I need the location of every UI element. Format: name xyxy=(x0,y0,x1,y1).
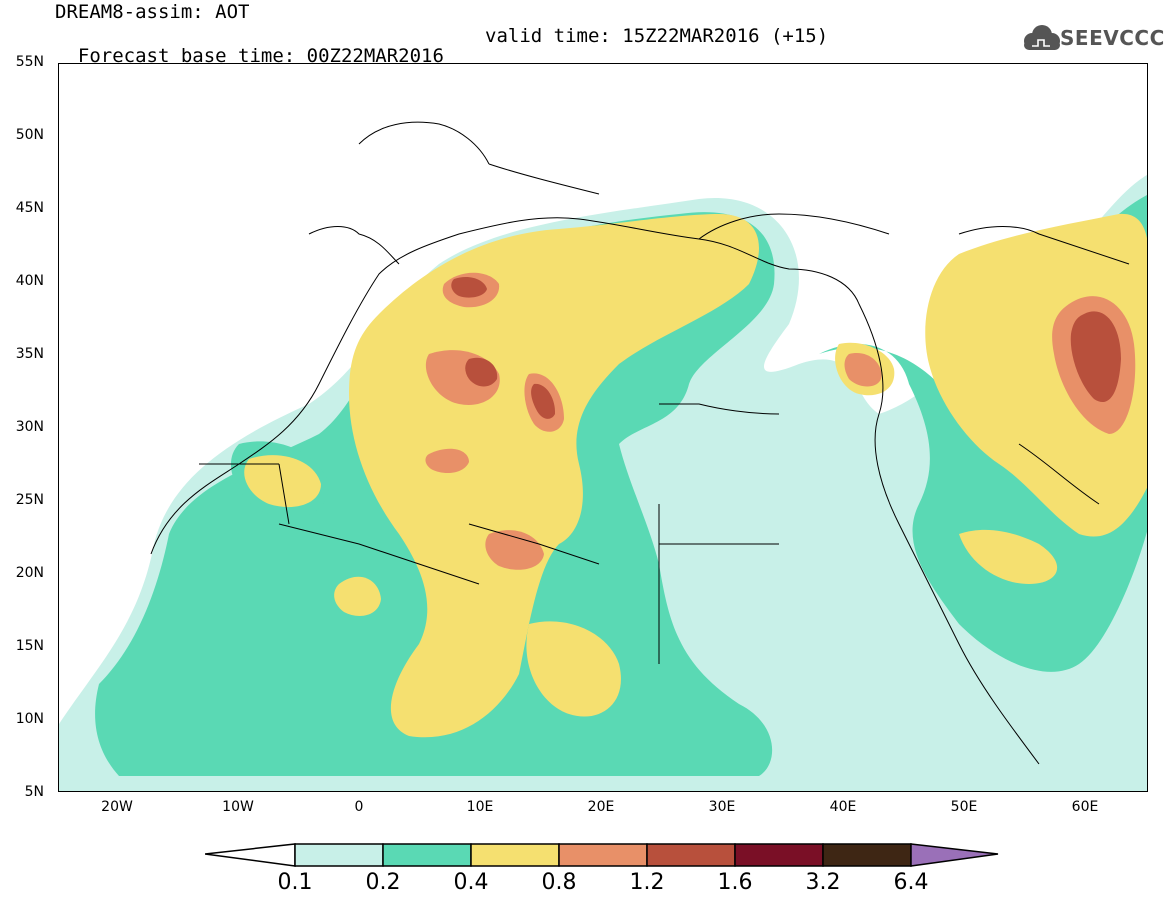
colorbar-label: 1.2 xyxy=(629,870,665,895)
lat-tick: 30N xyxy=(15,419,44,435)
colorbar-label: 0.2 xyxy=(365,870,401,895)
lat-tick: 15N xyxy=(15,638,44,654)
lat-tick: 40N xyxy=(15,273,44,289)
colorbar-high-arrow xyxy=(910,843,999,867)
lon-tick: 60E xyxy=(1071,799,1099,815)
aot-field xyxy=(59,64,1147,791)
aot-level-0.4 xyxy=(244,213,1147,738)
lat-tick: 25N xyxy=(15,492,44,508)
cloud-icon xyxy=(1024,25,1060,50)
logo-text: SEEVCCC xyxy=(1060,26,1165,50)
colorbar-bin xyxy=(470,843,560,867)
lon-tick: 50E xyxy=(950,799,978,815)
colorbar-low-arrow xyxy=(205,843,296,867)
lon-tick: 20W xyxy=(101,799,133,815)
forecast-times: Forecast base time: 00Z22MAR2016 valid t… xyxy=(55,26,828,86)
colorbar xyxy=(205,843,999,867)
lon-tick: 0 xyxy=(354,799,364,815)
lon-tick: 20E xyxy=(587,799,615,815)
lat-tick: 5N xyxy=(24,784,44,800)
lon-tick: 10E xyxy=(466,799,494,815)
base-time: Forecast base time: 00Z22MAR2016 xyxy=(77,45,444,67)
colorbar-bin xyxy=(734,843,824,867)
lat-tick: 10N xyxy=(15,711,44,727)
lat-tick: 50N xyxy=(15,127,44,143)
colorbar-label: 0.4 xyxy=(453,870,489,895)
lon-tick: 40E xyxy=(829,799,857,815)
map-title: DREAM8-assim: AOT xyxy=(55,1,250,23)
colorbar-bin xyxy=(382,843,472,867)
colorbar-label: 3.2 xyxy=(805,870,841,895)
colorbar-bin xyxy=(294,843,384,867)
colorbar-label: 0.8 xyxy=(541,870,577,895)
lat-tick: 35N xyxy=(15,346,44,362)
lat-tick: 20N xyxy=(15,565,44,581)
valid-time: valid time: 15Z22MAR2016 (+15) xyxy=(485,25,829,47)
lat-tick: 45N xyxy=(15,200,44,216)
colorbar-label: 1.6 xyxy=(717,870,753,895)
aot-level-1.2 xyxy=(451,277,1121,419)
coastlines xyxy=(150,121,1130,765)
colorbar-label: 0.1 xyxy=(277,870,313,895)
lon-tick: 30E xyxy=(708,799,736,815)
colorbar-bin xyxy=(646,843,736,867)
colorbar-label: 6.4 xyxy=(893,870,929,895)
aot-map xyxy=(58,63,1148,792)
colorbar-bin xyxy=(558,843,648,867)
lat-tick: 55N xyxy=(15,54,44,70)
colorbar-bin xyxy=(822,843,912,867)
lon-tick: 10W xyxy=(222,799,254,815)
